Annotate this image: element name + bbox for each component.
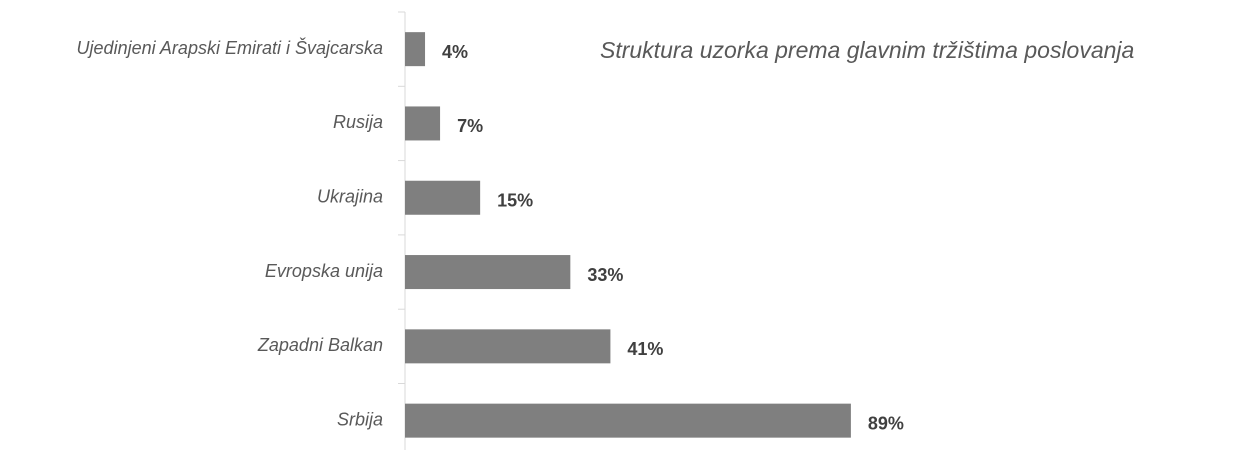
y-tick-label: Ukrajina — [317, 187, 383, 207]
y-tick-label: Srbija — [337, 409, 383, 429]
data-label: 41% — [627, 339, 663, 359]
chart-title: Struktura uzorka prema glavnim tržištima… — [600, 37, 1134, 63]
bar — [405, 403, 851, 438]
data-label: 33% — [587, 265, 623, 285]
y-tick-label: Zapadni Balkan — [257, 335, 383, 355]
bar — [405, 180, 481, 215]
data-label: 15% — [497, 191, 533, 211]
bar — [405, 106, 441, 141]
data-label: 4% — [442, 42, 468, 62]
bar — [405, 255, 571, 290]
y-tick-label: Rusija — [333, 112, 383, 132]
bar — [405, 32, 426, 67]
bar — [405, 329, 611, 364]
y-tick-label: Evropska unija — [265, 261, 383, 281]
data-label: 89% — [868, 413, 904, 433]
y-tick-label: Ujedinjeni Arapski Emirati i Švajcarska — [77, 37, 383, 58]
data-label: 7% — [457, 116, 483, 136]
